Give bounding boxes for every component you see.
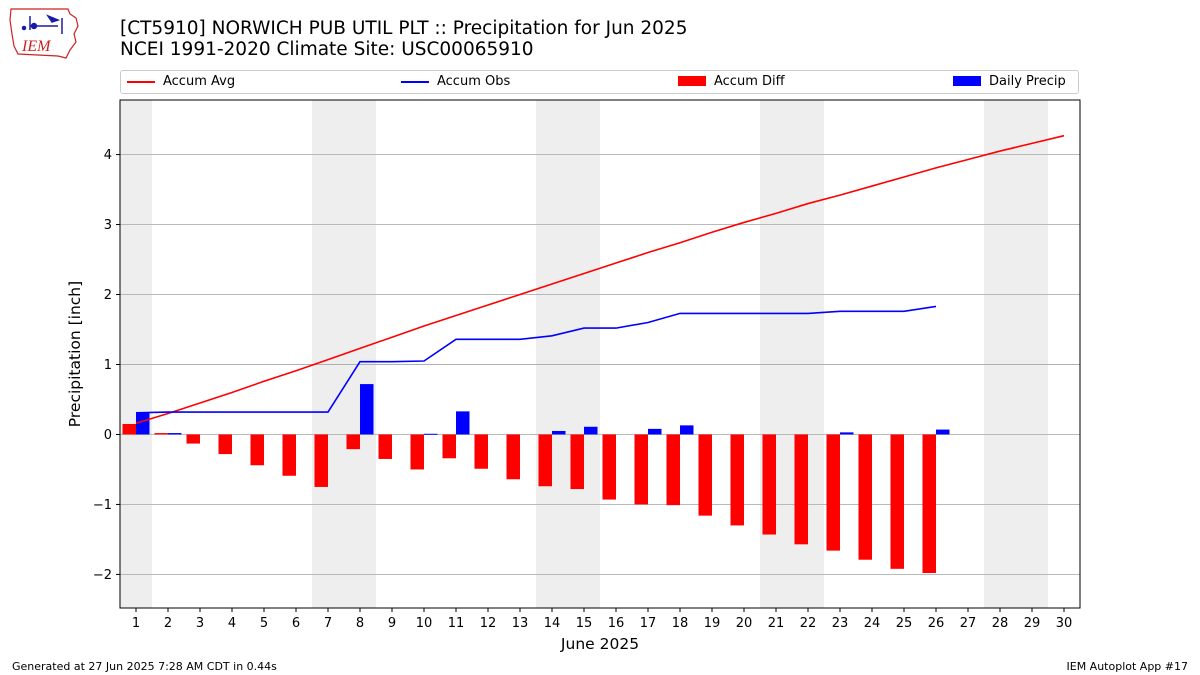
accum-diff-bar-day-20 — [730, 434, 744, 526]
chart-title-line1: [CT5910] NORWICH PUB UTIL PLT :: Precipi… — [120, 18, 688, 39]
y-tick-label-0: 0 — [104, 428, 112, 443]
y-tick-label-3: 3 — [104, 218, 112, 233]
daily-precip-bar-day-15 — [584, 426, 598, 435]
accum-diff-bar-day-3 — [186, 434, 200, 444]
x-tick-label-22: 22 — [800, 616, 817, 631]
accum-diff-bar-day-5 — [250, 434, 264, 466]
accum-diff-bar-day-22 — [794, 434, 808, 545]
x-tick-label-2: 2 — [164, 616, 172, 631]
y-tick-label-1: 1 — [104, 358, 112, 373]
x-tick-label-19: 19 — [704, 616, 721, 631]
daily-precip-bar-day-14 — [552, 430, 566, 435]
x-tick-label-10: 10 — [416, 616, 433, 631]
accum-diff-bar-day-13 — [506, 434, 520, 480]
legend-label-daily-precip: Daily Precip — [989, 74, 1066, 89]
x-tick-label-11: 11 — [448, 616, 465, 631]
legend-swatch-accum-avg — [127, 81, 155, 83]
accum-diff-bar-day-17 — [634, 434, 648, 505]
accum-avg-line — [135, 134, 1065, 425]
generated-note: Generated at 27 Jun 2025 7:28 AM CDT in … — [12, 660, 277, 673]
plot-frame — [119, 99, 1081, 609]
daily-precip-bar-day-23 — [840, 432, 854, 435]
chart-legend: Accum Avg Accum Obs Accum Diff Daily Pre… — [120, 70, 1079, 94]
y-axis-label: Precipitation [inch] — [66, 281, 84, 427]
accum-diff-bar-day-15 — [570, 434, 584, 490]
accum-diff-bar-day-1 — [122, 423, 136, 435]
x-tick-label-23: 23 — [832, 616, 849, 631]
weekend-band-3 — [536, 100, 600, 608]
accum-diff-bar-day-10 — [410, 434, 424, 470]
accum-obs-line — [135, 305, 937, 414]
accum-diff-bar-day-16 — [602, 434, 616, 500]
weekend-band-5 — [984, 100, 1048, 608]
x-tick-label-5: 5 — [260, 616, 268, 631]
x-tick-label-30: 30 — [1056, 616, 1073, 631]
weekend-band-1 — [120, 100, 152, 608]
accum-diff-bar-day-21 — [762, 434, 776, 535]
legend-swatch-accum-diff — [678, 76, 706, 86]
x-tick-label-20: 20 — [736, 616, 753, 631]
x-tick-label-17: 17 — [640, 616, 657, 631]
accum-diff-bar-day-26 — [922, 434, 936, 574]
x-tick-label-21: 21 — [768, 616, 785, 631]
accum-diff-bar-day-25 — [890, 434, 904, 569]
accum-diff-bar-day-6 — [282, 434, 296, 476]
logo-text: IEM — [21, 38, 52, 55]
daily-precip-bar-day-26 — [936, 429, 950, 435]
x-tick-label-18: 18 — [672, 616, 689, 631]
accum-diff-bar-day-24 — [858, 434, 872, 560]
accum-diff-bar-day-8 — [346, 434, 360, 450]
accum-diff-bar-day-7 — [314, 434, 328, 487]
daily-precip-bar-day-17 — [648, 428, 662, 435]
daily-precip-bar-day-8 — [360, 384, 374, 435]
x-tick-label-26: 26 — [928, 616, 945, 631]
x-tick-label-16: 16 — [608, 616, 625, 631]
iem-logo: IEM — [9, 8, 79, 59]
y-tick-label-2: 2 — [104, 288, 112, 303]
accum-diff-bar-day-11 — [442, 434, 456, 459]
x-tick-label-15: 15 — [576, 616, 593, 631]
x-tick-label-24: 24 — [864, 616, 881, 631]
accum-diff-bar-day-9 — [378, 434, 392, 459]
y-tick-label-4: 4 — [104, 148, 112, 163]
legend-label-accum-diff: Accum Diff — [714, 74, 785, 89]
x-tick-label-3: 3 — [196, 616, 204, 631]
accum-diff-bar-day-19 — [698, 434, 712, 516]
daily-precip-bar-day-10 — [424, 433, 438, 435]
y-tick-label--2: −2 — [93, 568, 112, 583]
y-tick-label--1: −1 — [93, 498, 112, 513]
accum-diff-bar-day-12 — [474, 434, 488, 469]
legend-swatch-daily-precip — [953, 76, 981, 86]
x-tick-label-28: 28 — [992, 616, 1009, 631]
legend-label-accum-avg: Accum Avg — [163, 74, 236, 89]
x-tick-label-1: 1 — [132, 616, 140, 631]
daily-precip-bar-day-1 — [136, 412, 150, 435]
x-tick-label-25: 25 — [896, 616, 913, 631]
accum-diff-bar-day-18 — [666, 434, 680, 506]
daily-precip-bar-day-18 — [680, 425, 694, 435]
x-axis-label: June 2025 — [560, 635, 639, 653]
x-tick-label-8: 8 — [356, 616, 364, 631]
x-tick-label-27: 27 — [960, 616, 977, 631]
legend-swatch-accum-obs — [401, 81, 429, 83]
x-tick-label-12: 12 — [480, 616, 497, 631]
x-tick-label-7: 7 — [324, 616, 332, 631]
x-tick-label-4: 4 — [228, 616, 236, 631]
accum-diff-bar-day-14 — [538, 434, 552, 487]
x-tick-label-14: 14 — [544, 616, 561, 631]
chart-title-line2: NCEI 1991-2020 Climate Site: USC00065910 — [120, 39, 534, 60]
x-tick-label-29: 29 — [1024, 616, 1041, 631]
daily-precip-bar-day-11 — [456, 411, 470, 435]
app-note: IEM Autoplot App #17 — [1066, 660, 1189, 673]
daily-precip-bar-day-2 — [168, 433, 182, 435]
chart-title: [CT5910] NORWICH PUB UTIL PLT :: Precipi… — [120, 18, 687, 60]
accum-diff-bar-day-23 — [826, 434, 840, 551]
x-tick-label-6: 6 — [292, 616, 300, 631]
legend-label-accum-obs: Accum Obs — [437, 74, 511, 89]
accum-diff-bar-day-2 — [154, 433, 168, 435]
accum-diff-bar-day-4 — [218, 434, 232, 455]
x-tick-label-9: 9 — [388, 616, 396, 631]
x-tick-label-13: 13 — [512, 616, 529, 631]
